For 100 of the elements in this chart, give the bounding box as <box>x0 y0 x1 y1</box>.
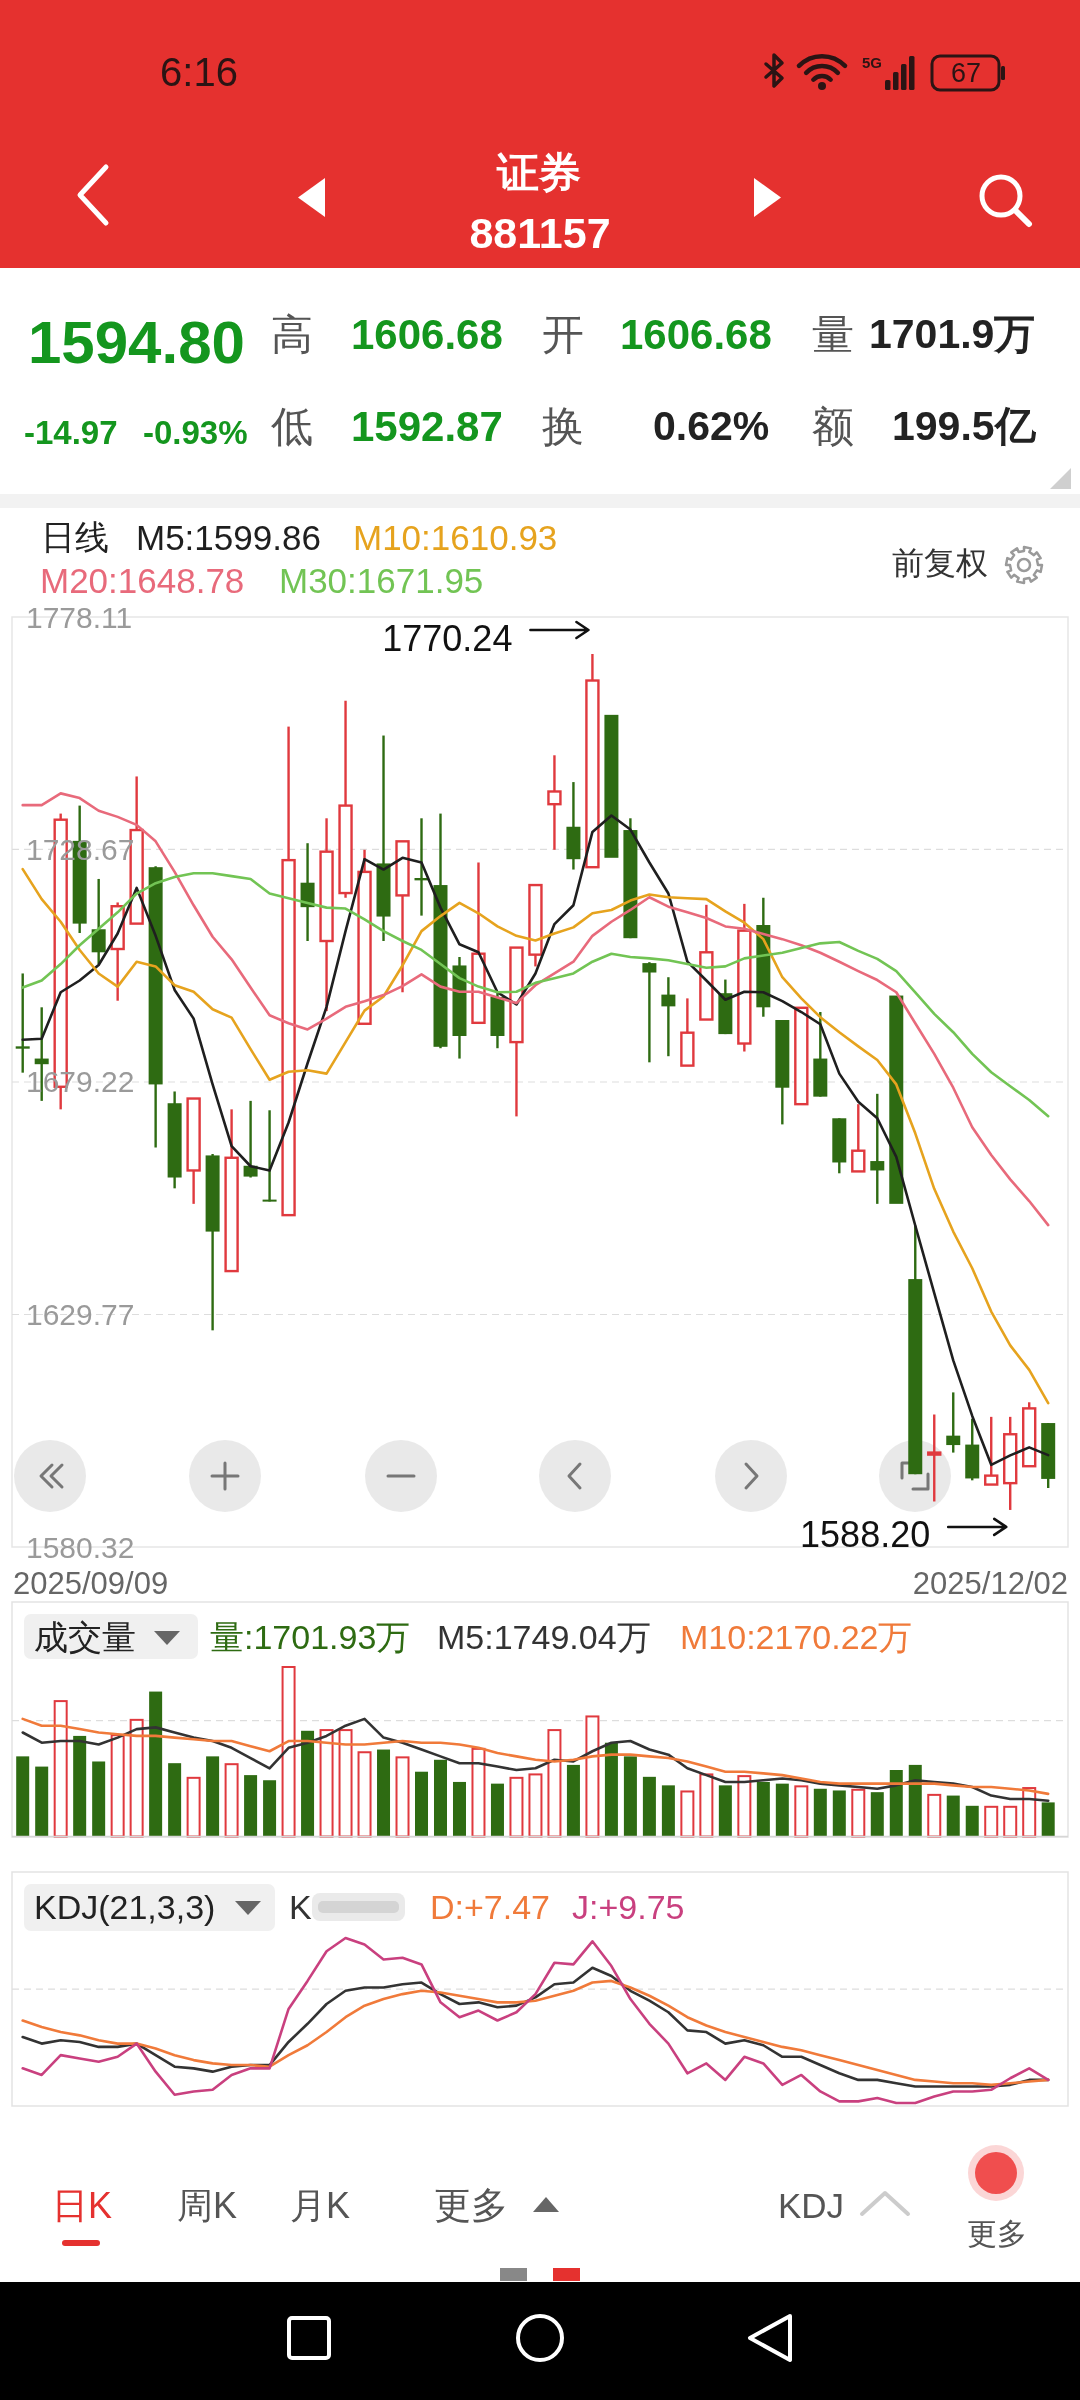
bar <box>889 1770 903 1837</box>
bar <box>73 1735 87 1837</box>
chart-title: 日线 <box>41 518 109 556</box>
y-tick-label: 1629.77 <box>26 1297 135 1331</box>
candlestick <box>395 840 410 994</box>
annotation: 1588.20 <box>800 1514 931 1556</box>
candlestick <box>889 995 904 1204</box>
text: 1701.9万 <box>869 311 1036 357</box>
text: -14.97 <box>24 413 118 451</box>
text: 周K <box>176 2184 238 2226</box>
bar <box>149 1691 163 1837</box>
text: 2025/09/09 <box>13 1565 169 1601</box>
candlestick <box>471 861 486 1025</box>
text: M20:1648.78 <box>40 560 245 600</box>
candlestick <box>15 972 30 1074</box>
bar <box>870 1792 884 1837</box>
bar <box>281 1666 296 1838</box>
bar <box>661 1785 675 1837</box>
bar <box>623 1756 637 1837</box>
line-series <box>21 814 1050 1467</box>
text: 1606.68 <box>620 310 772 358</box>
text: 更多 <box>967 2216 1027 2250</box>
line-series <box>21 867 1050 1405</box>
annotation: 1770.24 <box>382 617 513 659</box>
candlestick <box>224 1108 239 1273</box>
bar <box>547 1729 562 1838</box>
bar <box>680 1790 695 1838</box>
series-label: D:+7.47 <box>430 1888 551 1926</box>
chart-title: 成交量 <box>34 1618 136 1656</box>
bar <box>528 1773 543 1838</box>
bar <box>471 1747 486 1838</box>
candlestick <box>699 903 714 1021</box>
text: 67 <box>950 58 982 88</box>
bar <box>813 1788 827 1837</box>
bar <box>415 1771 429 1837</box>
candlestick <box>281 725 296 1217</box>
candlestick <box>927 1413 942 1503</box>
bar <box>168 1763 182 1837</box>
candlestick <box>661 976 676 1058</box>
text: M10:1610.93 <box>353 517 558 557</box>
text: 5G <box>861 53 883 71</box>
candlestick <box>851 1102 866 1173</box>
text: M30:1671.95 <box>279 560 484 600</box>
candlestick <box>528 883 543 968</box>
candlestick <box>737 902 752 1053</box>
candlestick <box>91 877 106 966</box>
bar <box>509 1776 524 1838</box>
text: 量 <box>812 310 854 358</box>
text: M5:1599.86 <box>136 517 321 557</box>
bar <box>35 1766 49 1837</box>
bar <box>775 1783 789 1837</box>
bar <box>832 1790 846 1837</box>
bar <box>585 1715 600 1838</box>
bar <box>984 1805 999 1838</box>
candlestick <box>794 1006 809 1106</box>
bar <box>224 1763 239 1838</box>
bar <box>53 1700 68 1838</box>
bar <box>186 1776 201 1838</box>
bar <box>851 1788 866 1838</box>
text: 高 <box>271 310 313 358</box>
bar <box>566 1764 580 1837</box>
y-tick-label: 1580.32 <box>26 1530 135 1564</box>
line-series <box>21 872 1050 1118</box>
candlestick <box>984 1415 999 1486</box>
bar <box>490 1783 504 1837</box>
candlestick <box>680 997 695 1067</box>
text: M5:1749.04万 <box>437 1618 651 1656</box>
candlestick <box>262 1109 277 1203</box>
candlestick <box>547 754 562 851</box>
text: 2025/12/02 <box>912 1565 1068 1601</box>
text: 881157 <box>469 209 611 257</box>
candlestick <box>585 652 600 869</box>
text: -0.93% <box>143 413 248 451</box>
text: 前复权 <box>892 545 988 581</box>
bar <box>908 1764 922 1837</box>
bar <box>92 1761 106 1837</box>
candlestick <box>186 1097 201 1206</box>
bar <box>965 1805 979 1837</box>
bar <box>1041 1802 1055 1837</box>
text: 1594.80 <box>28 308 245 376</box>
bar <box>927 1793 942 1838</box>
text: 低 <box>271 402 313 450</box>
line-series <box>21 792 1050 1227</box>
text: KDJ <box>777 2185 845 2225</box>
text: 6:16 <box>160 50 238 94</box>
text: 开 <box>542 310 584 358</box>
bar <box>737 1775 752 1838</box>
series-label: 量:1701.93万 <box>210 1618 411 1656</box>
candlestick <box>642 960 657 1064</box>
bar <box>1022 1787 1037 1838</box>
text: 月K <box>289 2184 351 2226</box>
text: M10:2170.22万 <box>680 1618 913 1656</box>
candlestick <box>357 848 372 1025</box>
bar <box>377 1749 391 1837</box>
y-tick-label: 1778.11 <box>26 600 133 634</box>
bar <box>718 1785 732 1837</box>
text: 1606.68 <box>351 310 503 358</box>
bar <box>452 1781 466 1837</box>
text: 1592.87 <box>351 402 503 450</box>
bar <box>946 1795 960 1837</box>
